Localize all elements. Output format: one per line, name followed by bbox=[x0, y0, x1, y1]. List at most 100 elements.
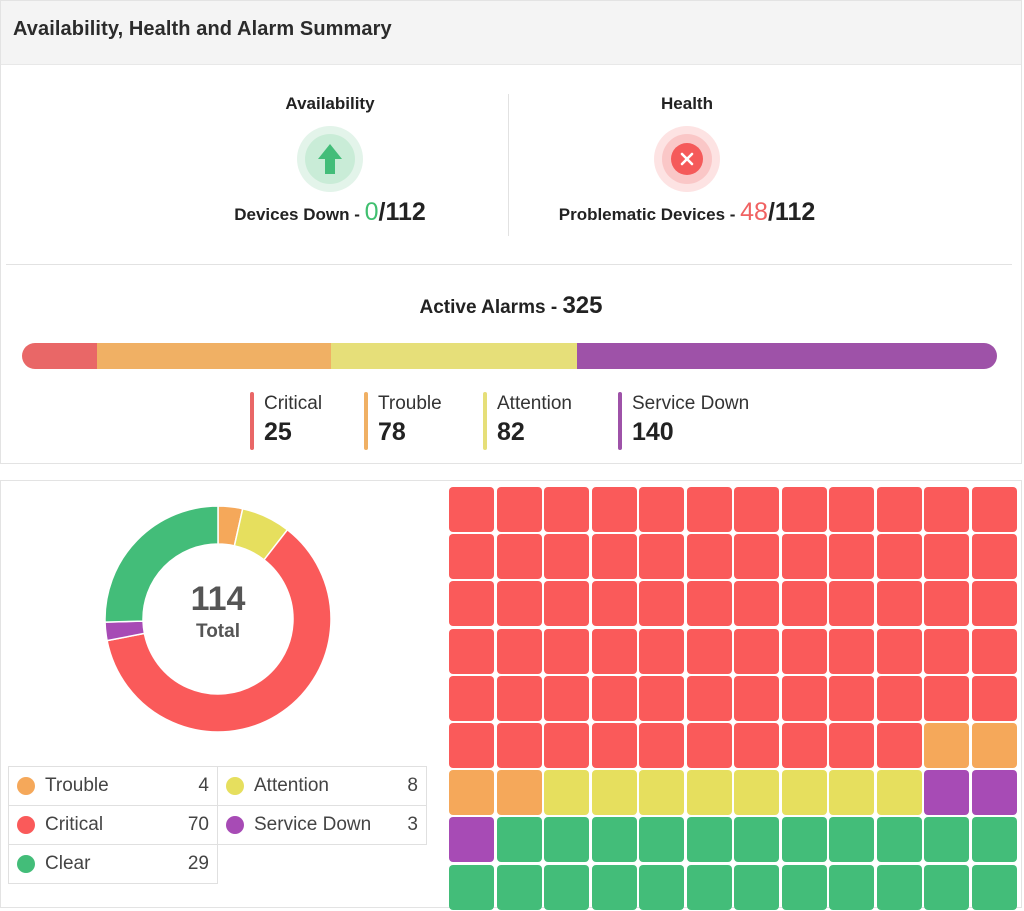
waffle-tile-trouble[interactable] bbox=[924, 723, 969, 768]
waffle-tile-critical[interactable] bbox=[781, 723, 827, 768]
waffle-tile-critical[interactable] bbox=[496, 675, 542, 721]
waffle-tile-critical[interactable] bbox=[924, 628, 969, 674]
waffle-tile-critical[interactable] bbox=[829, 628, 874, 674]
waffle-tile-critical[interactable] bbox=[639, 581, 684, 627]
waffle-tile-attention[interactable] bbox=[544, 770, 589, 816]
waffle-tile-critical[interactable] bbox=[781, 581, 827, 627]
waffle-tile-critical[interactable] bbox=[449, 581, 494, 627]
waffle-tile-critical[interactable] bbox=[591, 723, 637, 768]
waffle-tile-critical[interactable] bbox=[781, 675, 827, 721]
waffle-tile-critical[interactable] bbox=[591, 581, 637, 627]
waffle-tile-attention[interactable] bbox=[876, 770, 922, 816]
waffle-tile-critical[interactable] bbox=[781, 628, 827, 674]
waffle-tile-clear[interactable] bbox=[971, 817, 1017, 863]
waffle-tile-critical[interactable] bbox=[449, 534, 494, 580]
alarm-bar-trouble[interactable] bbox=[97, 343, 331, 369]
waffle-tile-critical[interactable] bbox=[734, 675, 779, 721]
waffle-tile-critical[interactable] bbox=[544, 534, 589, 580]
waffle-tile-critical[interactable] bbox=[829, 723, 874, 768]
waffle-tile-clear[interactable] bbox=[924, 817, 969, 863]
waffle-tile-critical[interactable] bbox=[829, 581, 874, 627]
waffle-tile-critical[interactable] bbox=[876, 487, 922, 532]
waffle-tile-clear[interactable] bbox=[734, 817, 779, 863]
waffle-tile-clear[interactable] bbox=[781, 817, 827, 863]
waffle-tile-trouble[interactable] bbox=[496, 770, 542, 816]
waffle-tile-critical[interactable] bbox=[876, 534, 922, 580]
waffle-tile-attention[interactable] bbox=[686, 770, 732, 816]
waffle-tile-clear[interactable] bbox=[734, 864, 779, 910]
alarm-legend-attention[interactable]: Attention 82 bbox=[483, 392, 572, 450]
waffle-tile-critical[interactable] bbox=[876, 581, 922, 627]
waffle-tile-critical[interactable] bbox=[544, 581, 589, 627]
waffle-tile-critical[interactable] bbox=[496, 487, 542, 532]
waffle-tile-critical[interactable] bbox=[734, 487, 779, 532]
waffle-tile-clear[interactable] bbox=[544, 864, 589, 910]
waffle-tile-critical[interactable] bbox=[449, 723, 494, 768]
problematic-devices-value[interactable]: 48 bbox=[740, 198, 768, 226]
waffle-tile-attention[interactable] bbox=[829, 770, 874, 816]
legend-critical[interactable]: Critical 70 bbox=[8, 805, 218, 845]
waffle-tile-critical[interactable] bbox=[496, 534, 542, 580]
waffle-tile-critical[interactable] bbox=[971, 487, 1017, 532]
waffle-tile-critical[interactable] bbox=[876, 723, 922, 768]
waffle-tile-critical[interactable] bbox=[924, 487, 969, 532]
waffle-tile-clear[interactable] bbox=[876, 864, 922, 910]
devices-down-value[interactable]: 0 bbox=[364, 198, 379, 226]
legend-clear[interactable]: Clear 29 bbox=[8, 844, 218, 884]
alarm-legend-trouble[interactable]: Trouble 78 bbox=[364, 392, 442, 450]
waffle-tile-clear[interactable] bbox=[544, 817, 589, 863]
waffle-tile-critical[interactable] bbox=[639, 534, 684, 580]
waffle-tile-service-down[interactable] bbox=[924, 770, 969, 816]
waffle-tile-clear[interactable] bbox=[449, 864, 494, 910]
waffle-tile-clear[interactable] bbox=[496, 817, 542, 863]
waffle-tile-clear[interactable] bbox=[686, 817, 732, 863]
waffle-tile-critical[interactable] bbox=[829, 534, 874, 580]
waffle-tile-critical[interactable] bbox=[686, 628, 732, 674]
alarm-bar-attention[interactable] bbox=[331, 343, 577, 369]
waffle-tile-critical[interactable] bbox=[971, 675, 1017, 721]
waffle-tile-clear[interactable] bbox=[924, 864, 969, 910]
waffle-tile-attention[interactable] bbox=[781, 770, 827, 816]
waffle-tile-critical[interactable] bbox=[686, 534, 732, 580]
waffle-tile-critical[interactable] bbox=[591, 487, 637, 532]
legend-service-down[interactable]: Service Down 3 bbox=[217, 805, 427, 845]
waffle-tile-service-down[interactable] bbox=[971, 770, 1017, 816]
waffle-tile-critical[interactable] bbox=[829, 675, 874, 721]
waffle-tile-trouble[interactable] bbox=[971, 723, 1017, 768]
waffle-tile-critical[interactable] bbox=[639, 628, 684, 674]
alarm-bar-critical[interactable] bbox=[22, 343, 97, 369]
donut-slice-clear[interactable] bbox=[104, 505, 219, 623]
waffle-tile-clear[interactable] bbox=[876, 817, 922, 863]
waffle-tile-critical[interactable] bbox=[544, 487, 589, 532]
waffle-tile-attention[interactable] bbox=[591, 770, 637, 816]
waffle-tile-critical[interactable] bbox=[734, 723, 779, 768]
waffle-tile-critical[interactable] bbox=[924, 581, 969, 627]
waffle-tile-critical[interactable] bbox=[449, 675, 494, 721]
donut-slice-critical[interactable] bbox=[106, 528, 332, 733]
legend-trouble[interactable]: Trouble 4 bbox=[8, 766, 218, 806]
waffle-tile-critical[interactable] bbox=[639, 675, 684, 721]
waffle-tile-critical[interactable] bbox=[971, 581, 1017, 627]
waffle-tile-clear[interactable] bbox=[971, 864, 1017, 910]
waffle-tile-clear[interactable] bbox=[496, 864, 542, 910]
waffle-tile-critical[interactable] bbox=[591, 675, 637, 721]
waffle-tile-clear[interactable] bbox=[686, 864, 732, 910]
waffle-tile-attention[interactable] bbox=[639, 770, 684, 816]
waffle-tile-trouble[interactable] bbox=[449, 770, 494, 816]
waffle-tile-critical[interactable] bbox=[686, 487, 732, 532]
waffle-tile-critical[interactable] bbox=[734, 581, 779, 627]
waffle-tile-service-down[interactable] bbox=[449, 817, 494, 863]
waffle-tile-clear[interactable] bbox=[591, 817, 637, 863]
waffle-tile-critical[interactable] bbox=[639, 723, 684, 768]
waffle-tile-critical[interactable] bbox=[496, 581, 542, 627]
waffle-tile-clear[interactable] bbox=[829, 864, 874, 910]
waffle-tile-critical[interactable] bbox=[496, 723, 542, 768]
waffle-tile-clear[interactable] bbox=[639, 864, 684, 910]
waffle-tile-critical[interactable] bbox=[971, 534, 1017, 580]
waffle-tile-clear[interactable] bbox=[829, 817, 874, 863]
waffle-tile-critical[interactable] bbox=[591, 534, 637, 580]
alarm-bar-service-down[interactable] bbox=[577, 343, 997, 369]
waffle-tile-clear[interactable] bbox=[781, 864, 827, 910]
waffle-tile-critical[interactable] bbox=[544, 628, 589, 674]
alarm-legend-critical[interactable]: Critical 25 bbox=[250, 392, 322, 450]
